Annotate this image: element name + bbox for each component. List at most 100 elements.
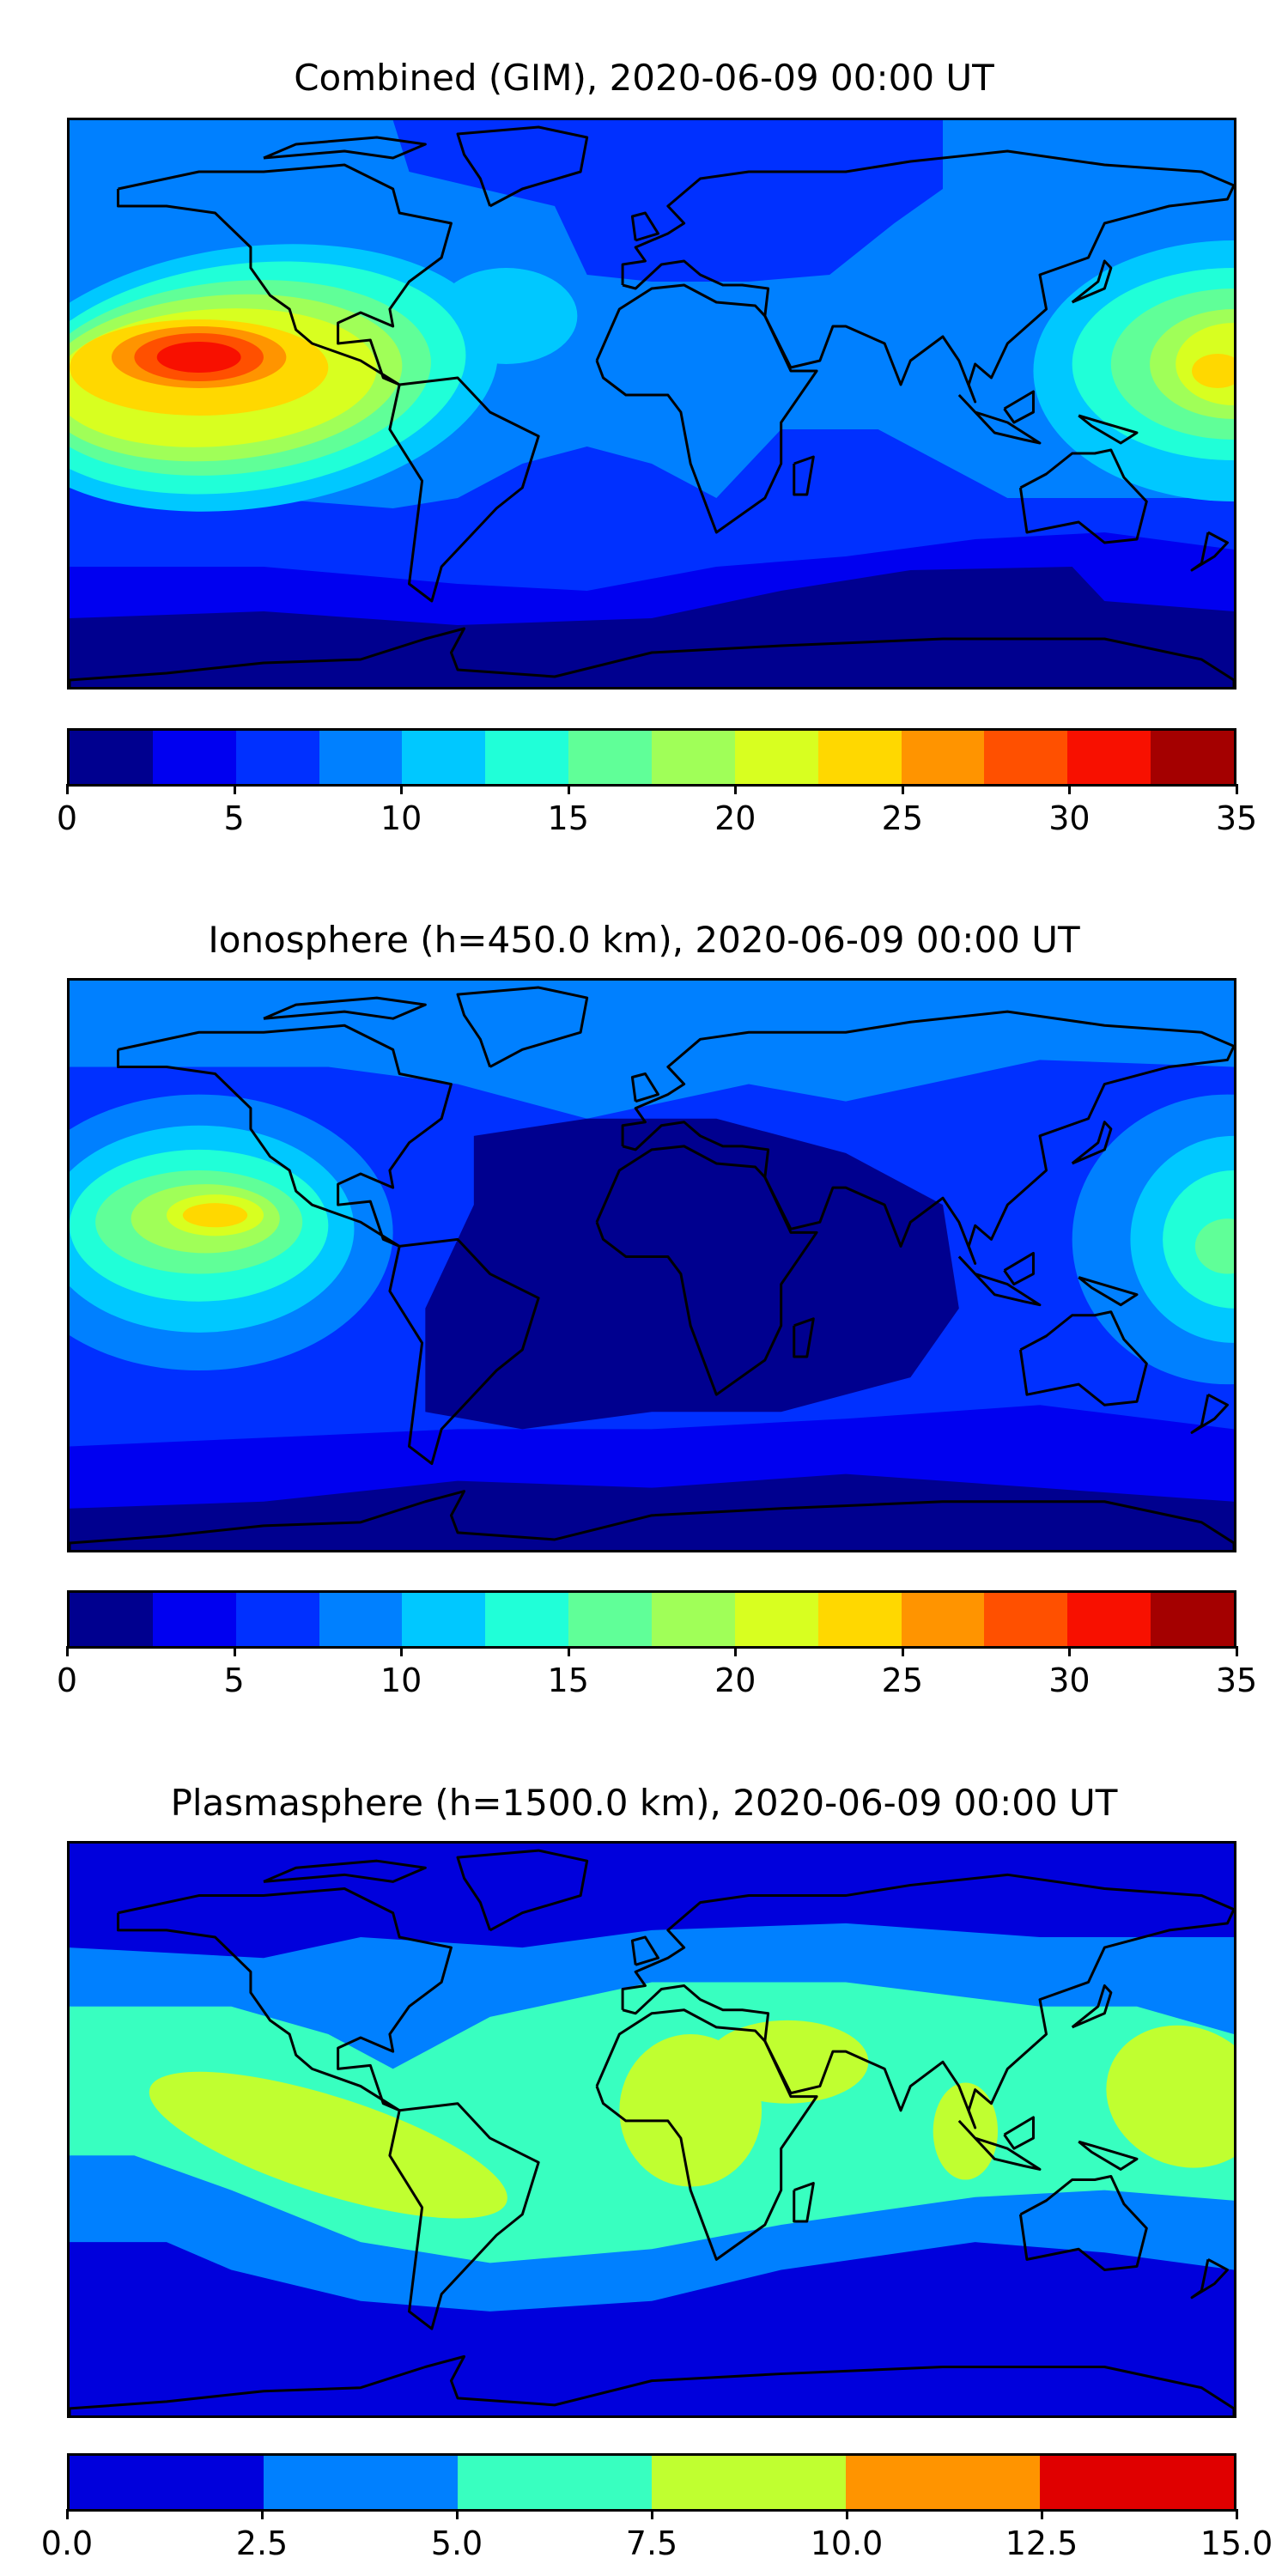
coastline-new-guinea: [1078, 2142, 1137, 2169]
colorbar-segment: [485, 1593, 569, 1646]
tick-mark: [734, 1646, 738, 1656]
colorbar-ticks-plasmasphere: 0.0 2.5 5.0 7.5 10.0 12.5 15.0: [41, 2509, 1273, 2562]
coastline-new-zealand: [1192, 1394, 1227, 1432]
tick-mark: [66, 1646, 69, 1656]
coastline-antarctica: [70, 2356, 1234, 2415]
tick-label: 10: [380, 1662, 422, 1699]
colorbar-segment: [1067, 731, 1151, 784]
coastline-south-america: [390, 1239, 538, 1463]
coastline-borneo: [1005, 1253, 1034, 1284]
colorbar-ticks-combined: 0 5 10 15 20 25 30 35: [57, 784, 1257, 837]
coastline-britain: [632, 1073, 658, 1101]
tick-label: 10: [380, 799, 422, 837]
tick-mark: [651, 2509, 653, 2519]
colorbar-segment: [319, 1593, 403, 1646]
tick-mark: [1041, 2509, 1043, 2519]
coastline-australia: [1020, 2176, 1146, 2269]
coastline-japan: [1072, 1985, 1111, 2026]
tick-label: 30: [1048, 799, 1091, 837]
contour-region: [1192, 354, 1234, 388]
coastline-new-zealand: [1192, 2259, 1227, 2297]
coastline-indonesia: [959, 395, 1040, 443]
contour-region: [1194, 1218, 1234, 1274]
colorbar-segment: [817, 731, 902, 784]
colorbar-segment: [652, 2456, 846, 2509]
tick-mark: [233, 784, 236, 794]
contour-region: [182, 1203, 248, 1228]
tick-label: 2.5: [235, 2524, 289, 2562]
tick-mark: [734, 784, 738, 794]
coastline-greenland: [458, 1850, 587, 1930]
tick-label: 15: [547, 1662, 589, 1699]
tick-mark: [400, 1646, 404, 1656]
colorbar-segment: [458, 2456, 652, 2509]
tick-mark: [233, 1646, 236, 1656]
coastline-eurasia: [623, 1874, 1234, 2128]
coastline-britain: [632, 1937, 658, 1965]
tick-label: 10.0: [810, 2524, 884, 2562]
coastline-canadian-archipelago: [264, 1861, 425, 1881]
tick-label: 25: [881, 799, 924, 837]
colorbar-segment: [901, 731, 985, 784]
colorbar-segment: [652, 731, 735, 784]
colorbar-segment: [734, 731, 818, 784]
tick-label: 20: [714, 799, 756, 837]
tick-label: 15: [547, 799, 589, 837]
coastline-new-zealand: [1192, 532, 1227, 570]
tick-mark: [846, 2509, 848, 2519]
coastline-africa: [597, 285, 817, 532]
coastline-australia: [1020, 1312, 1146, 1405]
contour-region: [933, 2082, 999, 2180]
colorbar-segment: [1151, 731, 1235, 784]
coastline-indonesia: [959, 2121, 1040, 2170]
colorbar-segment: [70, 2456, 264, 2509]
tick-label: 25: [881, 1662, 924, 1699]
tick-label: 35: [1215, 1662, 1258, 1699]
coastline-japan: [1072, 261, 1111, 302]
coastline-madagascar: [794, 457, 814, 495]
coastline-canadian-archipelago: [264, 137, 425, 158]
coastline-eurasia: [623, 1012, 1234, 1263]
coastline-antarctica: [70, 629, 1234, 687]
colorbar-segment: [568, 731, 653, 784]
map-plasmasphere: [67, 1841, 1236, 2418]
colorbar-segment: [734, 1593, 818, 1646]
tick-label: 15.0: [1200, 2524, 1273, 2562]
colorbar-segment: [901, 1593, 985, 1646]
tick-label: 5: [223, 799, 245, 837]
tick-label: 0: [56, 1662, 78, 1699]
coastline-new-guinea: [1078, 416, 1137, 443]
coastline-britain: [632, 213, 658, 240]
colorbar-segment: [485, 731, 569, 784]
tick-label: 5: [223, 1662, 245, 1699]
colorbar-segment: [652, 1593, 735, 1646]
coastline-borneo: [1005, 392, 1034, 422]
tick-mark: [1068, 1646, 1072, 1656]
tick-mark: [66, 784, 69, 794]
tick-label: 12.5: [1005, 2524, 1078, 2562]
coastline-south-america: [390, 378, 538, 601]
contour-region: [70, 566, 1234, 687]
title-ionosphere: Ionosphere (h=450.0 km), 2020-06-09 00:0…: [208, 919, 1080, 961]
tick-label: 0.0: [40, 2524, 94, 2562]
colorbar-segment: [235, 731, 319, 784]
coastline-new-guinea: [1078, 1278, 1137, 1305]
tick-label: 5.0: [430, 2524, 483, 2562]
tick-mark: [1068, 784, 1072, 794]
contour-region: [425, 1118, 959, 1430]
tick-mark: [1236, 2509, 1238, 2519]
tick-mark: [567, 1646, 570, 1656]
tick-label: 7.5: [625, 2524, 678, 2562]
colorbar-segment: [402, 731, 486, 784]
tick-label: 20: [714, 1662, 756, 1699]
map-combined: [67, 118, 1236, 690]
colorbar-segment: [264, 2456, 458, 2509]
coastline-antarctica: [70, 1492, 1234, 1550]
tick-mark: [1236, 1646, 1238, 1656]
colorbar-ticks-ionosphere: 0 5 10 15 20 25 30 35: [57, 1646, 1257, 1699]
coastline-south-america: [390, 2104, 538, 2329]
tick-mark: [567, 784, 570, 794]
tick-mark: [400, 784, 404, 794]
coastline-madagascar: [794, 2184, 814, 2221]
colorbar-segment: [1040, 2456, 1234, 2509]
